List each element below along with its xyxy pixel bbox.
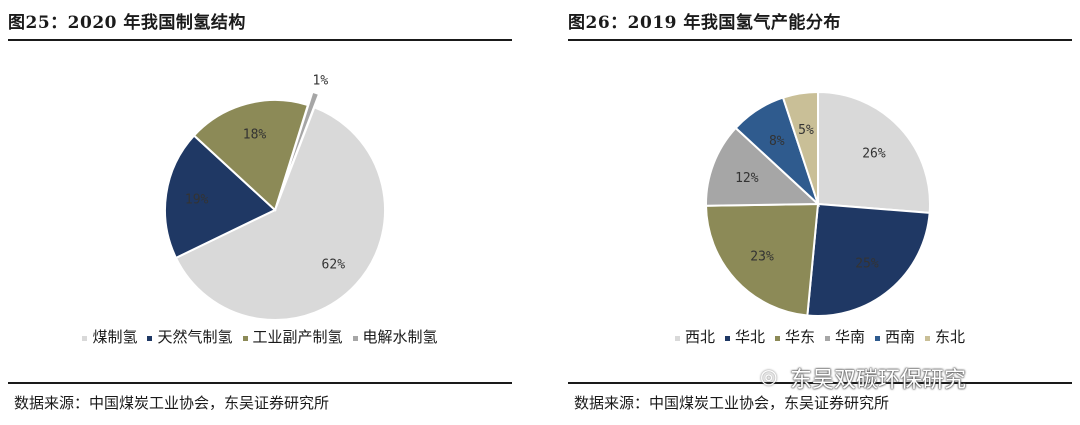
slice-label: 5% xyxy=(798,123,814,138)
data-source: 数据来源：中国煤炭工业协会，东吴证券研究所 xyxy=(574,394,890,412)
pie-slice xyxy=(705,126,821,207)
slice-label: 23% xyxy=(750,250,774,265)
panel-production-structure: 图25：2020 年我国制氢结构 62% 19% 18% 1% 煤制氢 天然气制氢 工业副… xyxy=(0,0,520,425)
legend-swatch xyxy=(724,335,730,341)
chart-legend: 西北 华北 华东 华南 西南 东北 xyxy=(560,326,1080,347)
pie-slice xyxy=(806,202,931,317)
legend-label: 华东 xyxy=(784,328,815,346)
legend-swatch xyxy=(925,335,931,341)
slice-label: 25% xyxy=(855,256,879,271)
legend-label: 西南 xyxy=(885,328,916,346)
source-rule xyxy=(8,382,512,384)
wechat-icon: ◎ xyxy=(760,364,778,388)
slice-label: 1% xyxy=(313,74,329,89)
slice-label: 26% xyxy=(862,146,886,161)
pie-chart-production-structure: 62% 19% 18% 1% xyxy=(164,74,386,321)
pie-slice xyxy=(817,90,931,214)
legend-swatch xyxy=(147,335,153,341)
legend-item: 东北 xyxy=(925,326,965,347)
watermark-text: 东吴双碳环保研究 xyxy=(790,368,967,393)
legend-swatch xyxy=(825,335,830,341)
pie-slice xyxy=(192,99,310,212)
legend-label: 电解水制氢 xyxy=(362,328,438,346)
legend-label: 东北 xyxy=(935,328,966,346)
legend-swatch xyxy=(674,335,680,341)
pie-slice xyxy=(704,202,820,317)
legend-swatch xyxy=(774,335,780,341)
legend-label: 西北 xyxy=(684,328,715,346)
data-source: 数据来源：中国煤炭工业协会，东吴证券研究所 xyxy=(14,394,330,412)
legend-item: 华北 xyxy=(724,326,765,347)
pie-slice xyxy=(164,134,277,260)
legend-label: 华南 xyxy=(835,328,866,346)
legend-swatch xyxy=(352,335,358,341)
pie-slice xyxy=(781,90,819,205)
panel-capacity-distribution: 图26：2019 年我国氢气产能分布 26% 25% 23% 12% 8% 5% 西北 华北… xyxy=(560,0,1080,425)
slice-label: 18% xyxy=(243,127,267,142)
legend-item: 工业副产制氢 xyxy=(242,326,343,347)
title-rule xyxy=(568,39,1072,41)
legend-item: 电解水制氢 xyxy=(352,326,438,347)
pie-chart-capacity-distribution: 26% 25% 23% 12% 8% 5% xyxy=(704,90,931,317)
legend-label: 天然气制氢 xyxy=(157,328,233,346)
legend-item: 煤制氢 xyxy=(82,326,137,347)
slice-label: 19% xyxy=(185,192,209,207)
legend-label: 工业副产制氢 xyxy=(252,328,343,346)
legend-swatch xyxy=(82,335,88,341)
legend-item: 西北 xyxy=(674,326,715,347)
legend-swatch xyxy=(875,335,881,341)
pie-slice xyxy=(278,90,321,198)
slice-label: 12% xyxy=(735,171,759,186)
legend-item: 华东 xyxy=(774,326,815,347)
legend-item: 天然气制氢 xyxy=(147,326,233,347)
pie-slice xyxy=(174,106,386,321)
legend-item: 西南 xyxy=(875,326,915,347)
legend-label: 华北 xyxy=(734,328,765,346)
title-rule xyxy=(8,39,512,41)
legend-swatch xyxy=(242,335,248,341)
source-rule xyxy=(568,382,1072,384)
slice-label: 8% xyxy=(769,134,785,149)
chart-legend: 煤制氢 天然气制氢 工业副产制氢 电解水制氢 xyxy=(0,326,520,347)
chart-title: 图26：2019 年我国氢气产能分布 xyxy=(568,13,841,33)
slice-label: 62% xyxy=(322,258,346,273)
chart-title: 图25：2020 年我国制氢结构 xyxy=(8,13,246,33)
legend-label: 煤制氢 xyxy=(92,328,138,346)
legend-item: 华南 xyxy=(825,326,865,347)
